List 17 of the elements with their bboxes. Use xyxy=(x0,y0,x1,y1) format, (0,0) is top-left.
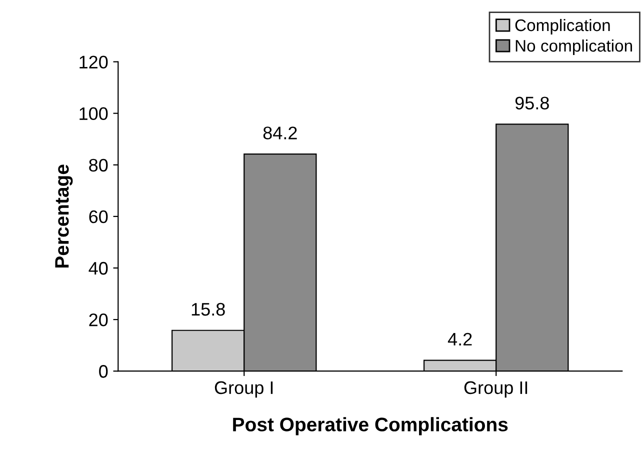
data-label: 84.2 xyxy=(263,126,297,140)
x-tick-label: Group I xyxy=(214,381,273,398)
legend-label: No complication xyxy=(516,39,632,56)
data-label: 95.8 xyxy=(515,96,549,110)
y-tick-label: 20 xyxy=(89,313,108,326)
data-label: 4.2 xyxy=(448,332,472,346)
data-label: 15.8 xyxy=(192,302,225,316)
x-tick-label: Group II xyxy=(464,381,528,398)
legend-label: Complication xyxy=(515,18,610,34)
y-tick-label: 40 xyxy=(88,262,108,275)
x-axis-title: Post Operative Complications xyxy=(233,417,508,436)
y-tick-label: 100 xyxy=(80,107,108,120)
y-tick-label: 0 xyxy=(99,365,108,378)
y-tick-label: 60 xyxy=(89,210,108,224)
y-tick-label: 120 xyxy=(80,56,108,68)
y-axis-title: Percentage xyxy=(55,164,73,268)
y-tick-label: 80 xyxy=(89,158,108,172)
